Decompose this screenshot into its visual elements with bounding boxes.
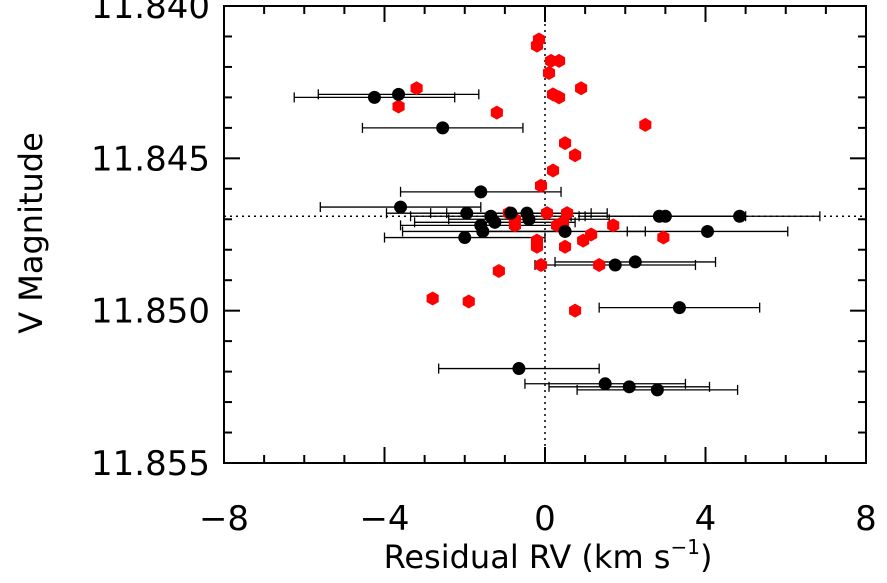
red-data-point [426,291,439,306]
black-data-point [672,301,686,315]
red-data-point [552,90,566,105]
red-data-point [607,218,620,233]
black-data-point [367,90,381,104]
red-data-point [410,81,423,96]
black-data-point [598,377,612,391]
black-data-point [512,362,526,376]
black-data-point [394,200,408,214]
red-data-point [569,148,582,163]
red-data-point [534,178,548,193]
red-data-point [593,257,606,272]
red-series [392,32,670,318]
black-data-point [628,255,642,269]
black-data-point [522,212,536,226]
x-tick-label: 4 [695,499,717,539]
red-data-point [392,99,405,114]
x-tick-label: −8 [199,499,249,539]
black-data-point [476,224,490,238]
black-data-point [701,224,715,238]
red-data-point [492,264,505,279]
red-data-point [542,66,556,81]
red-data-point [577,233,590,248]
error-bars [293,89,821,395]
red-data-point [569,303,582,318]
y-tick-label: 11.840 [91,0,210,27]
red-data-point [639,117,652,132]
x-tick-labels: −8 −4 0 4 8 [199,499,877,539]
black-data-point [436,121,450,135]
black-data-point [392,87,406,101]
black-data-point [733,209,747,223]
black-data-point [608,258,622,272]
black-data-point [658,209,672,223]
black-data-point [488,215,502,229]
red-data-point [490,105,503,120]
y-tick-label: 11.845 [91,139,210,179]
x-tick-label: 8 [855,499,877,539]
red-data-point [534,257,548,272]
black-data-point [650,383,664,397]
red-data-point [657,230,670,245]
red-data-point [559,239,572,254]
red-data-point [540,206,554,221]
black-data-point [458,231,472,245]
black-data-point [622,380,636,394]
red-data-point [546,163,560,178]
black-data-point [558,224,572,238]
x-axis-label: Residual RV (km s−1) [384,535,713,576]
y-axis-label: V Magnitude [12,132,50,334]
red-data-point [575,81,588,96]
red-data-point [462,294,475,309]
black-data-point [460,206,474,220]
y-tick-label: 11.850 [91,292,210,332]
axis-ticks [223,5,867,464]
red-data-point [508,218,521,233]
red-data-point [530,38,544,53]
x-tick-label: −4 [359,499,409,539]
black-data-point [474,185,488,199]
black-series [367,87,747,397]
y-tick-label: 11.855 [91,444,210,484]
black-data-point [504,206,518,220]
red-data-point [559,136,572,151]
red-data-point [530,239,544,254]
x-tick-label: 0 [534,499,556,539]
y-tick-labels: 11.840 11.845 11.850 11.855 [91,0,210,484]
red-data-point [552,53,566,68]
